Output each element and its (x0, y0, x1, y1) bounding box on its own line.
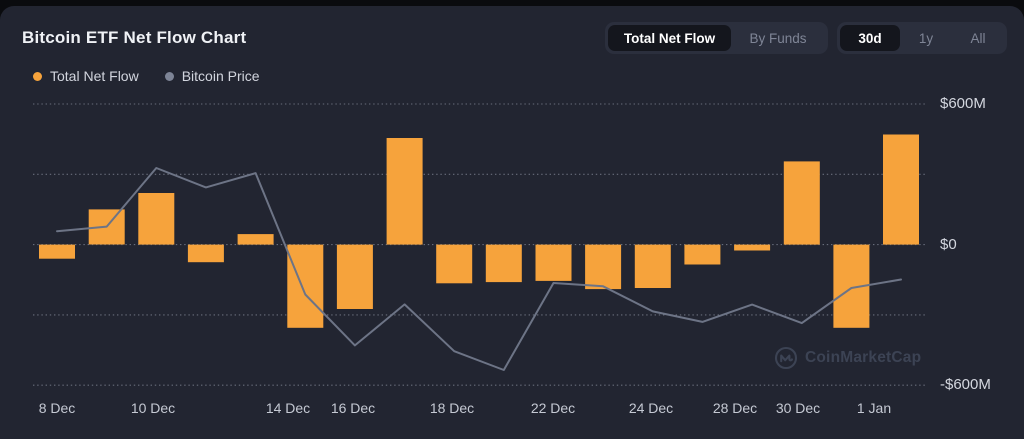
legend: Total Net Flow Bitcoin Price (33, 68, 260, 84)
x-axis-label: 10 Dec (130, 400, 176, 416)
page-title: Bitcoin ETF Net Flow Chart (22, 28, 247, 47)
range-toggle: 30d 1y All (837, 22, 1007, 54)
netflow-bar (386, 138, 423, 245)
legend-dot-gray-icon (164, 71, 174, 81)
coinmarketcap-logo-icon (774, 346, 798, 370)
x-axis-label: 24 Dec (628, 400, 674, 416)
x-axis-label: 28 Dec (712, 400, 758, 416)
netflow-bar (138, 193, 175, 245)
legend-label: Bitcoin Price (181, 68, 260, 84)
tab-total-net-flow[interactable]: Total Net Flow (608, 25, 731, 51)
netflow-bar (634, 244, 671, 288)
y-axis-label: $600M (940, 95, 986, 112)
y-axis-label: $0 (940, 235, 957, 253)
netflow-bar (336, 244, 373, 309)
legend-dot-orange-icon (33, 71, 42, 81)
y-axis-label: -$600M (940, 376, 991, 394)
x-axis-label: 30 Dec (775, 400, 821, 416)
tab-by-funds[interactable]: By Funds (749, 30, 807, 46)
range-all[interactable]: All (970, 30, 986, 46)
netflow-bar (287, 244, 324, 328)
netflow-chart-plot (33, 103, 925, 386)
legend-label: Total Net Flow (50, 68, 139, 84)
range-1y[interactable]: 1y (918, 30, 934, 46)
x-axis-label: 22 Dec (530, 400, 576, 416)
netflow-bar (485, 244, 522, 283)
netflow-bar (734, 244, 771, 251)
netflow-bar (237, 234, 274, 245)
netflow-bar (535, 244, 572, 281)
watermark-label: CoinMarketCap (805, 349, 922, 366)
x-axis-label: 8 Dec (38, 400, 76, 416)
price-line (56, 167, 902, 371)
x-axis-label: 18 Dec (429, 400, 475, 416)
view-toggle: Total Net Flow By Funds (605, 22, 828, 54)
netflow-bar (585, 244, 622, 290)
range-30d[interactable]: 30d (840, 25, 900, 51)
legend-item-bitcoin-price[interactable]: Bitcoin Price (164, 68, 260, 84)
x-axis-label: 14 Dec (265, 400, 311, 416)
netflow-bar (436, 244, 473, 284)
chart-panel: Bitcoin ETF Net Flow Chart Total Net Flo… (0, 6, 1024, 439)
netflow-bar (187, 244, 224, 263)
netflow-bar (684, 244, 721, 265)
netflow-bar (783, 161, 820, 245)
coinmarketcap-watermark: CoinMarketCap (774, 346, 921, 370)
netflow-bar (883, 134, 919, 245)
legend-item-total-net-flow[interactable]: Total Net Flow (33, 68, 139, 84)
netflow-bar (39, 244, 75, 259)
x-axis-label: 1 Jan (856, 400, 892, 416)
x-axis-label: 16 Dec (330, 400, 376, 416)
